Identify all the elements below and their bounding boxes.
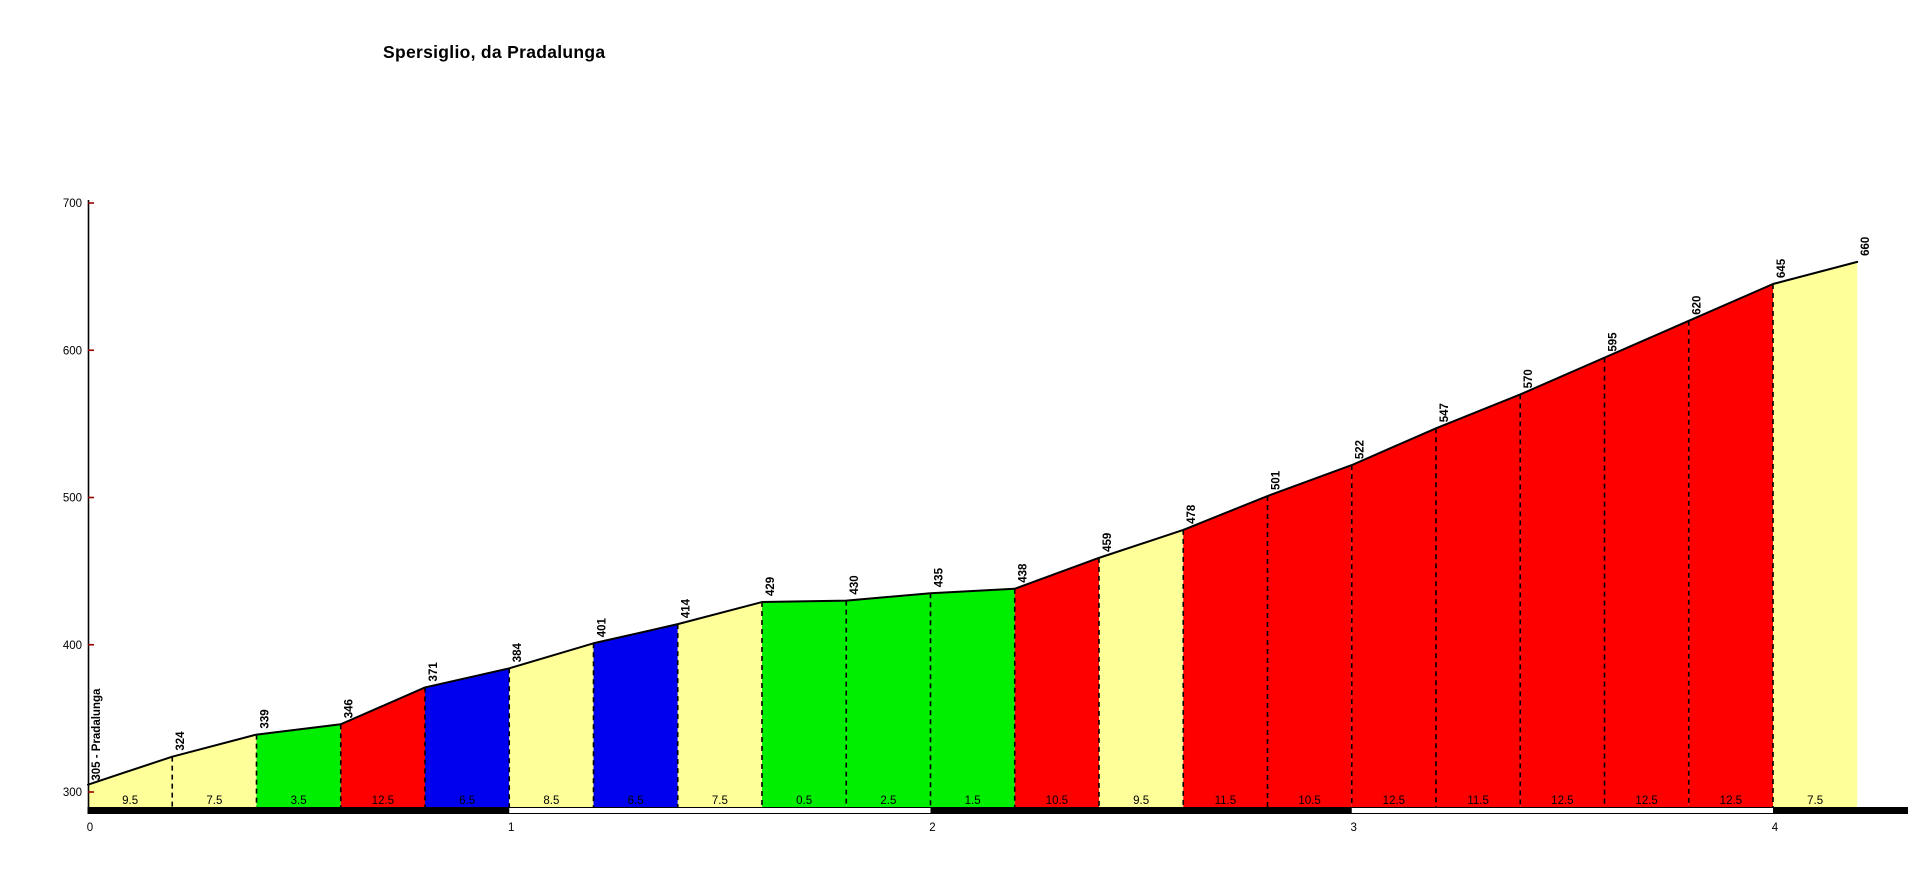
elevation-label: 371 — [428, 662, 440, 682]
y-tick-label: 600 — [63, 345, 82, 357]
profile-line — [87, 260, 1859, 786]
gradient-label: 12.5 — [1635, 795, 1657, 807]
segment-fill-red — [1267, 465, 1352, 807]
elevation-label: 429 — [765, 577, 777, 596]
segment-fill-red — [1014, 557, 1099, 807]
chart-title: Spersiglio, da Pradalunga — [383, 42, 606, 62]
segment-fill-red — [1436, 394, 1521, 807]
segment-fill-blue — [425, 668, 510, 807]
gradient-label: 9.5 — [1133, 795, 1149, 807]
elevation-label: 595 — [1608, 332, 1620, 352]
x-tick-label: 1 — [508, 822, 514, 834]
elevation-label: 570 — [1523, 369, 1535, 388]
gradient-label: 12.5 — [1720, 795, 1742, 807]
elevation-label: 478 — [1186, 504, 1198, 524]
gradient-label: 7.5 — [1807, 795, 1823, 807]
segment-fill-red — [1351, 428, 1436, 807]
gradient-label: 8.5 — [543, 795, 559, 807]
segment-fill-green — [762, 600, 847, 807]
km-bar-black-segment — [1773, 807, 1908, 814]
x-tick-label: 2 — [929, 822, 935, 834]
gradient-label: 0.5 — [796, 795, 812, 807]
segment-fill-yellow — [172, 734, 257, 807]
segment-fill-red — [1604, 320, 1689, 807]
elevation-label: 401 — [597, 617, 609, 637]
elevation-label: 435 — [934, 567, 946, 587]
gradient-label: 12.5 — [372, 795, 394, 807]
gradient-label: 11.5 — [1215, 795, 1237, 807]
km-bar-black-segment — [930, 807, 1352, 814]
gradient-label: 2.5 — [880, 795, 896, 807]
km-bar-black-segment — [88, 807, 510, 814]
x-tick-label: 4 — [1772, 822, 1779, 834]
gradient-label: 12.5 — [1551, 795, 1573, 807]
gradient-label: 10.5 — [1046, 795, 1068, 807]
gradient-label: 1.5 — [965, 795, 981, 807]
segment-fill-yellow — [677, 602, 762, 807]
elevation-label: 645 — [1776, 258, 1788, 278]
elevation-label: 501 — [1271, 470, 1283, 490]
segment-fill-green — [846, 593, 931, 807]
gradient-label: 12.5 — [1383, 795, 1405, 807]
elevation-label: 339 — [260, 709, 272, 728]
y-tick-label: 700 — [63, 198, 82, 210]
elevation-label: 430 — [849, 575, 861, 594]
segment-fill-green — [930, 588, 1015, 807]
gradient-label: 3.5 — [291, 795, 307, 807]
gradient-label: 6.5 — [628, 795, 644, 807]
gradient-label: 11.5 — [1467, 795, 1489, 807]
gradient-label: 7.5 — [206, 795, 222, 807]
y-tick-label: 400 — [63, 640, 82, 652]
elevation-label: 620 — [1692, 296, 1704, 315]
gradient-label: 9.5 — [122, 795, 138, 807]
segment-fill-red — [1688, 283, 1773, 807]
elevation-label: 438 — [1018, 563, 1030, 583]
gradient-label: 10.5 — [1298, 795, 1320, 807]
segment-fill-blue — [593, 624, 678, 807]
elevation-label: 324 — [175, 731, 187, 751]
x-tick-label: 0 — [87, 822, 93, 834]
segment-fill-green — [256, 724, 341, 807]
segment-fill-red — [1183, 496, 1268, 807]
segment-fill-yellow — [1099, 529, 1184, 807]
segment-fill-yellow — [509, 643, 594, 807]
elevation-label: 522 — [1355, 440, 1367, 459]
gradient-label: 7.5 — [712, 795, 728, 807]
y-tick-label: 300 — [63, 787, 82, 799]
gradient-label: 6.5 — [459, 795, 475, 807]
segment-fill-yellow — [88, 756, 173, 807]
start-location-label: 305 - Pradalunga — [91, 688, 103, 781]
segment-fill-red — [1520, 357, 1605, 807]
elevation-label: 459 — [1102, 533, 1114, 552]
elevation-label: 547 — [1439, 403, 1451, 422]
elevation-label: 414 — [681, 598, 693, 618]
segment-fill-red — [340, 687, 425, 807]
x-tick-label: 3 — [1351, 822, 1357, 834]
y-tick-label: 500 — [63, 493, 82, 505]
elevation-label: 346 — [344, 699, 356, 718]
segment-fill-yellow — [1773, 261, 1858, 807]
elevation-label: 660 — [1860, 237, 1872, 256]
elevation-label: 384 — [512, 643, 524, 663]
